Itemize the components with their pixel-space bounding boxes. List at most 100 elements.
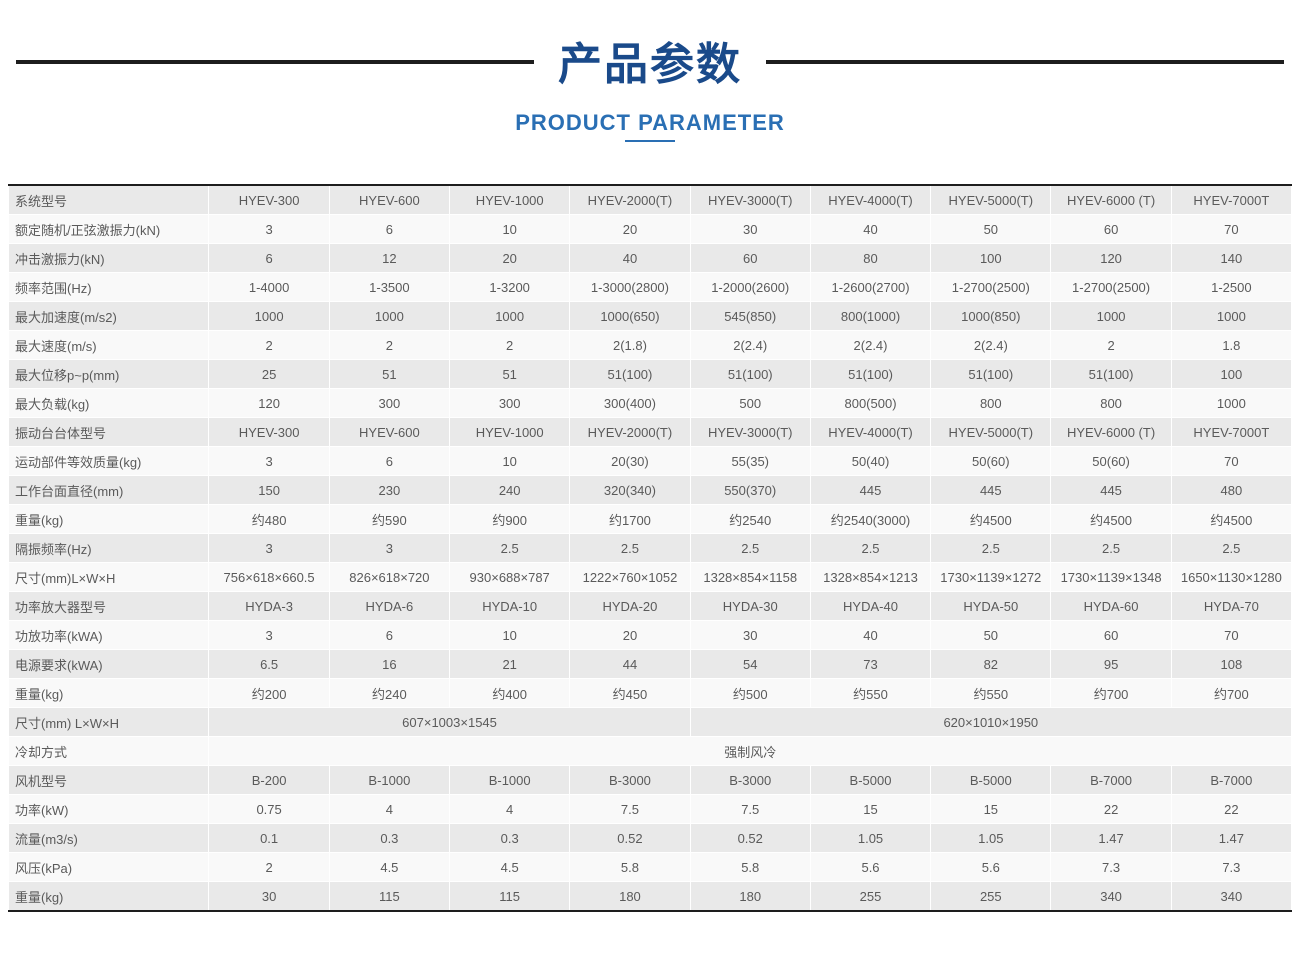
table-cell: 826×618×720	[329, 563, 449, 592]
table-cell: 300	[329, 389, 449, 418]
table-cell: 约700	[1051, 679, 1171, 708]
table-cell: 40	[570, 244, 690, 273]
table-cell: 180	[690, 882, 810, 912]
table-cell: 255	[810, 882, 930, 912]
table-cell: 约2540	[690, 505, 810, 534]
table-cell: 1000	[329, 302, 449, 331]
table-cell: 500	[690, 389, 810, 418]
table-cell: 120	[1051, 244, 1171, 273]
row-header: 风机型号	[9, 766, 209, 795]
row-header: 最大加速度(m/s2)	[9, 302, 209, 331]
table-cell: 2.5	[1171, 534, 1291, 563]
table-cell: 1.47	[1051, 824, 1171, 853]
table-cell: 340	[1051, 882, 1171, 912]
table-cell: 4	[450, 795, 570, 824]
table-cell: HYEV-300	[209, 418, 329, 447]
table-row: 隔振频率(Hz)332.52.52.52.52.52.52.5	[9, 534, 1292, 563]
table-cell: 445	[1051, 476, 1171, 505]
table-cell: 60	[1051, 621, 1171, 650]
table-row: 风机型号B-200B-1000B-1000B-3000B-3000B-5000B…	[9, 766, 1292, 795]
table-cell: HYDA-60	[1051, 592, 1171, 621]
page: 产品参数 PRODUCT PARAMETER 系统型号HYEV-300HYEV-…	[0, 0, 1300, 932]
table-cell: 800(500)	[810, 389, 930, 418]
table-cell: 108	[1171, 650, 1291, 679]
table-cell: 1-2500	[1171, 273, 1291, 302]
table-cell: 15	[810, 795, 930, 824]
table-cell: 7.5	[570, 795, 690, 824]
table-cell: 800	[931, 389, 1051, 418]
table-cell: 95	[1051, 650, 1171, 679]
table-cell: 0.75	[209, 795, 329, 824]
table-row: 冷却方式强制风冷	[9, 737, 1292, 766]
table-cell: 607×1003×1545	[209, 708, 690, 737]
table-cell: 0.3	[450, 824, 570, 853]
table-cell: 44	[570, 650, 690, 679]
table-cell: 1000(650)	[570, 302, 690, 331]
table-cell: 2(2.4)	[810, 331, 930, 360]
table-cell: 230	[329, 476, 449, 505]
table-cell: 20	[570, 621, 690, 650]
table-cell: HYEV-6000 (T)	[1051, 185, 1171, 215]
table-cell: HYDA-50	[931, 592, 1051, 621]
table-cell: 22	[1051, 795, 1171, 824]
table-cell: 40	[810, 621, 930, 650]
table-cell: 800	[1051, 389, 1171, 418]
table-cell: 800(1000)	[810, 302, 930, 331]
table-cell: B-1000	[329, 766, 449, 795]
table-cell: 7.5	[690, 795, 810, 824]
table-cell: 1000	[1051, 302, 1171, 331]
table-cell: 7.3	[1051, 853, 1171, 882]
table-cell: HYEV-600	[329, 418, 449, 447]
table-cell: 约480	[209, 505, 329, 534]
table-cell: 6	[329, 621, 449, 650]
row-header: 重量(kg)	[9, 882, 209, 912]
table-cell: HYDA-20	[570, 592, 690, 621]
row-header: 重量(kg)	[9, 505, 209, 534]
table-cell: 5.8	[690, 853, 810, 882]
table-cell: HYEV-600	[329, 185, 449, 215]
table-cell: 51	[329, 360, 449, 389]
table-cell: 1000	[1171, 389, 1291, 418]
row-header: 电源要求(kWA)	[9, 650, 209, 679]
table-cell: 70	[1171, 215, 1291, 244]
table-cell: 300(400)	[570, 389, 690, 418]
table-cell: 70	[1171, 447, 1291, 476]
table-cell: 约550	[810, 679, 930, 708]
row-header: 最大负载(kg)	[9, 389, 209, 418]
table-cell: 20(30)	[570, 447, 690, 476]
table-cell: 115	[450, 882, 570, 912]
table-cell: 1000	[450, 302, 570, 331]
table-cell: 7.3	[1171, 853, 1291, 882]
table-cell: 100	[931, 244, 1051, 273]
table-row: 最大位移p~p(mm)25515151(100)51(100)51(100)51…	[9, 360, 1292, 389]
table-cell: HYEV-300	[209, 185, 329, 215]
table-cell: HYDA-6	[329, 592, 449, 621]
table-cell: 1.47	[1171, 824, 1291, 853]
row-header: 流量(m3/s)	[9, 824, 209, 853]
table-cell: 300	[450, 389, 570, 418]
table-cell: 2.5	[810, 534, 930, 563]
table-cell: 约200	[209, 679, 329, 708]
table-row: 最大加速度(m/s2)1000100010001000(650)545(850)…	[9, 302, 1292, 331]
row-header: 尺寸(mm) L×W×H	[9, 708, 209, 737]
table-cell: 340	[1171, 882, 1291, 912]
table-cell: B-3000	[570, 766, 690, 795]
table-row: 尺寸(mm) L×W×H607×1003×1545620×1010×1950	[9, 708, 1292, 737]
table-row: 功率放大器型号HYDA-3HYDA-6HYDA-10HYDA-20HYDA-30…	[9, 592, 1292, 621]
table-cell: 1-2700(2500)	[1051, 273, 1171, 302]
table-row: 电源要求(kWA)6.516214454738295108	[9, 650, 1292, 679]
table-row: 运动部件等效质量(kg)361020(30)55(35)50(40)50(60)…	[9, 447, 1292, 476]
table-cell: HYEV-6000 (T)	[1051, 418, 1171, 447]
table-cell: 60	[690, 244, 810, 273]
table-cell: 约400	[450, 679, 570, 708]
table-cell: 16	[329, 650, 449, 679]
table-cell: 30	[209, 882, 329, 912]
table-cell: HYDA-40	[810, 592, 930, 621]
table-cell: HYEV-5000(T)	[931, 418, 1051, 447]
table-cell: 70	[1171, 621, 1291, 650]
table-cell: 2	[209, 853, 329, 882]
row-header: 功放功率(kWA)	[9, 621, 209, 650]
table-cell: 120	[209, 389, 329, 418]
table-row: 功率(kW)0.75447.57.515152222	[9, 795, 1292, 824]
table-cell: 50(60)	[931, 447, 1051, 476]
